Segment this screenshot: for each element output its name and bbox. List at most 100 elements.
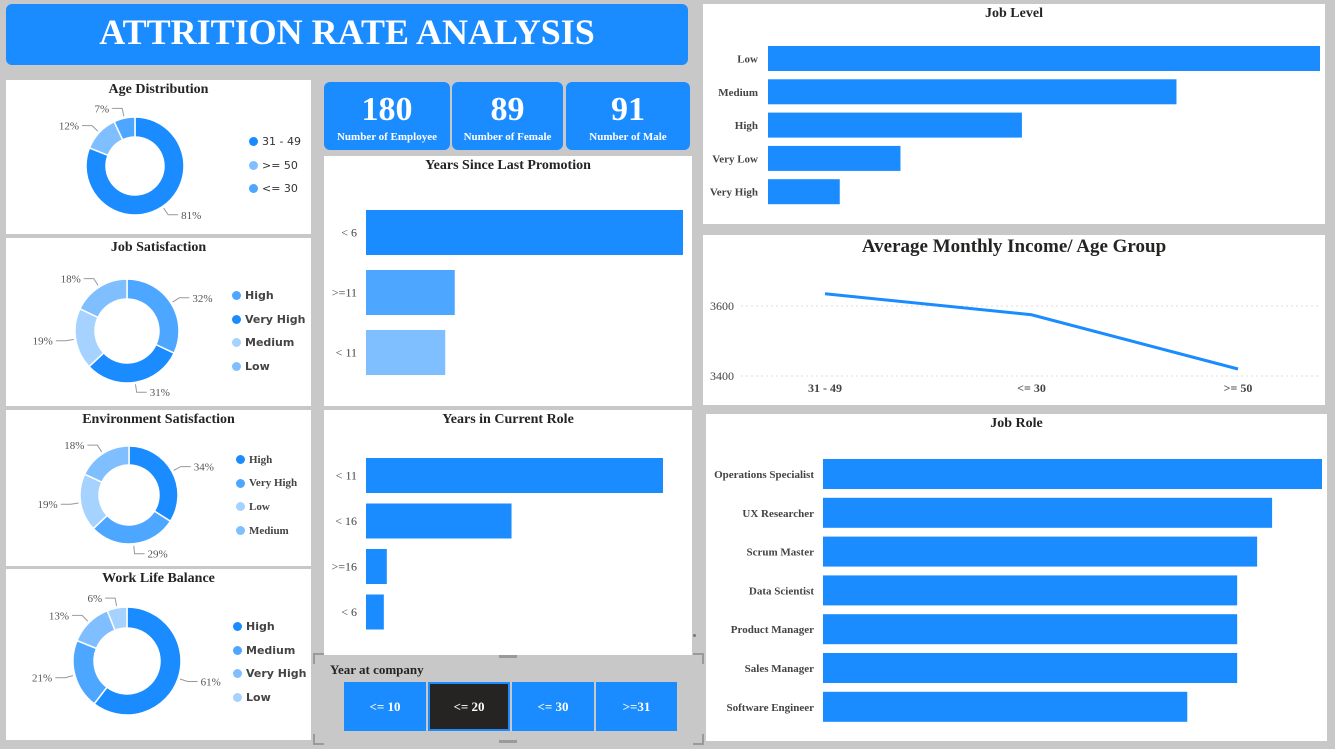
legend-label: Medium bbox=[249, 524, 289, 537]
bar-data-scientist bbox=[823, 575, 1238, 606]
bar-product-manager bbox=[823, 614, 1238, 645]
leader-line bbox=[55, 338, 74, 342]
legend-item-low[interactable]: Low bbox=[233, 686, 306, 710]
slicer-title: Year at company bbox=[330, 662, 424, 677]
legend-marker bbox=[249, 137, 258, 147]
job-level-chart[interactable]: Job Level Low Medium High Very Low Very High bbox=[703, 4, 1325, 224]
legend-marker bbox=[236, 526, 245, 536]
data-label: 19% bbox=[38, 499, 58, 511]
category-label: < 16 bbox=[335, 514, 357, 528]
slicer-option-le10[interactable]: <= 10 bbox=[344, 682, 426, 731]
legend-label: High bbox=[246, 620, 275, 634]
legend-marker bbox=[249, 184, 258, 194]
leader-line bbox=[60, 502, 79, 505]
chart-title: Years in Current Role bbox=[442, 412, 574, 427]
category-label: Scrum Master bbox=[746, 547, 814, 559]
years-in-current-role-chart[interactable]: Years in Current Role < 11 < 16 >=16 < 6 bbox=[324, 410, 696, 655]
leader-line bbox=[83, 278, 99, 286]
category-label: < 6 bbox=[341, 605, 357, 619]
legend-label: Medium bbox=[245, 336, 295, 350]
resize-handle[interactable] bbox=[313, 734, 324, 745]
legend-marker bbox=[236, 502, 245, 512]
category-label: < 6 bbox=[341, 226, 357, 240]
legend-item-high[interactable]: High bbox=[236, 448, 297, 472]
kpi-male[interactable]: 91 Number of Male bbox=[566, 82, 690, 150]
age-distribution-chart[interactable]: Age Distribution 81% 12% 7% 31 - 49 >= 50 <=… bbox=[6, 80, 311, 234]
chart-legend: High Very High Medium Low bbox=[232, 284, 305, 378]
legend-label: Very High bbox=[245, 312, 306, 326]
chart-title: Age Distribution bbox=[108, 82, 209, 97]
year-at-company-slicer[interactable]: Year at company <= 10 <= 20 <= 30 >=31 bbox=[313, 653, 704, 745]
chart-title: Average Monthly Income/ Age Group bbox=[861, 236, 1167, 257]
slicer-option-le20[interactable]: <= 20 bbox=[428, 682, 510, 731]
kpi-label: Number of Female bbox=[463, 131, 552, 143]
bar-6 bbox=[366, 210, 683, 255]
category-label: Product Manager bbox=[731, 624, 814, 636]
slicer-option-ge31[interactable]: >=31 bbox=[596, 682, 677, 731]
legend-marker bbox=[232, 338, 241, 348]
leader-line bbox=[55, 675, 74, 679]
data-label: 13% bbox=[49, 610, 69, 622]
donut-slice-medium bbox=[74, 307, 105, 368]
legend-item-medium[interactable]: Medium bbox=[233, 639, 306, 663]
resize-handle[interactable] bbox=[313, 653, 324, 664]
bar-medium bbox=[768, 79, 1177, 105]
legend-label: Very High bbox=[246, 667, 307, 681]
bar-svg: < 11 < 16 >=16 < 6 bbox=[331, 458, 663, 630]
kpi-label: Number of Male bbox=[589, 131, 667, 143]
leader-line bbox=[133, 545, 145, 555]
legend-label: Medium bbox=[246, 643, 296, 657]
category-label: < 11 bbox=[336, 346, 357, 360]
bar-svg: < 6 >=11 < 11 bbox=[332, 210, 683, 375]
kpi-employees[interactable]: 180 Number of Employee bbox=[324, 82, 450, 150]
years-since-promotion-chart[interactable]: Years Since Last Promotion < 6 >=11 < 11 bbox=[324, 156, 692, 406]
donut-slice-high bbox=[93, 606, 182, 716]
legend-item-very-high[interactable]: Very High bbox=[232, 308, 305, 332]
data-label: 18% bbox=[61, 274, 81, 286]
legend-marker bbox=[236, 478, 245, 488]
legend-item-medium[interactable]: Medium bbox=[232, 331, 305, 355]
legend-item-high[interactable]: High bbox=[233, 615, 306, 639]
legend-item-30[interactable]: <= 30 bbox=[249, 177, 301, 201]
x-tick-label: 31 - 49 bbox=[808, 381, 842, 395]
slicer-option-le30[interactable]: <= 30 bbox=[512, 682, 594, 731]
more-options-dot[interactable] bbox=[693, 634, 696, 637]
donut-svg: 81% 12% 7% bbox=[59, 103, 202, 221]
work-life-balance-chart[interactable]: Work Life Balance 61% 21% 13% 6% High Medium… bbox=[6, 569, 311, 740]
leader-line bbox=[105, 597, 118, 607]
job-role-chart[interactable]: Job Role Operations Specialist UX Researc… bbox=[706, 414, 1327, 741]
donut-svg: 32% 31% 19% 18% bbox=[33, 274, 213, 400]
resize-handle[interactable] bbox=[693, 653, 704, 664]
resize-handle[interactable] bbox=[693, 734, 704, 745]
bar-operations-specialist bbox=[823, 459, 1322, 489]
legend-item-50[interactable]: >= 50 bbox=[249, 154, 301, 178]
bar-svg: Low Medium High Very Low Very High bbox=[710, 46, 1320, 205]
kpi-female[interactable]: 89 Number of Female bbox=[452, 82, 563, 150]
bar-very-high bbox=[768, 179, 840, 205]
legend-label: Low bbox=[246, 691, 271, 705]
legend-item-medium[interactable]: Medium bbox=[236, 519, 297, 543]
job-satisfaction-chart[interactable]: Job Satisfaction 32% 31% 19% 18% High Very H… bbox=[6, 238, 311, 406]
legend-marker bbox=[233, 669, 242, 679]
legend-label: <= 30 bbox=[262, 182, 298, 196]
resize-handle[interactable] bbox=[499, 740, 517, 743]
y-tick-label: 3600 bbox=[710, 299, 734, 313]
legend-item-low[interactable]: Low bbox=[236, 495, 297, 519]
donut-slice-30 bbox=[113, 116, 136, 141]
environment-satisfaction-chart[interactable]: Environment Satisfaction 34% 29% 19% 18% Hi… bbox=[6, 410, 311, 566]
legend-item-high[interactable]: High bbox=[232, 284, 305, 308]
donut-slice-high bbox=[128, 445, 179, 523]
category-label: Operations Specialist bbox=[714, 469, 814, 481]
legend-marker bbox=[249, 160, 258, 170]
data-label: 21% bbox=[32, 673, 52, 685]
legend-item-low[interactable]: Low bbox=[232, 355, 305, 379]
resize-handle[interactable] bbox=[499, 655, 517, 658]
bar-scrum-master bbox=[823, 536, 1258, 567]
legend-item-very-high[interactable]: Very High bbox=[236, 472, 297, 496]
legend-item-31-49[interactable]: 31 - 49 bbox=[249, 130, 301, 154]
donut-slice-low bbox=[78, 278, 128, 319]
legend-item-very-high[interactable]: Very High bbox=[233, 662, 306, 686]
kpi-value: 180 bbox=[361, 91, 413, 128]
leader-line bbox=[172, 297, 190, 303]
avg-income-line-chart[interactable]: Average Monthly Income/ Age Group 3600 34… bbox=[703, 235, 1325, 405]
